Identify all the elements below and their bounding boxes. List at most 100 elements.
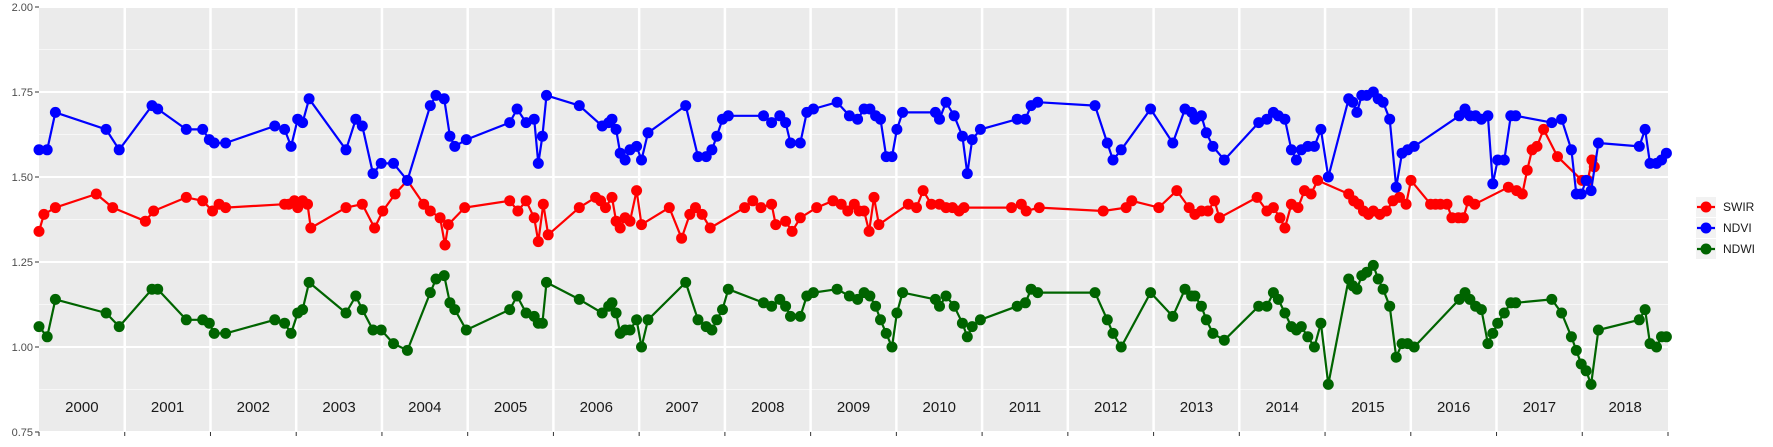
data-point-ndvi: [1101, 137, 1113, 149]
data-point-ndwi: [208, 327, 220, 339]
data-point-ndvi: [375, 157, 387, 169]
data-point-ndvi: [1315, 123, 1327, 135]
data-point-swir: [1202, 205, 1214, 217]
data-point-ndwi: [1546, 293, 1558, 305]
data-point-ndvi: [573, 100, 585, 112]
data-point-ndwi: [610, 307, 622, 319]
data-point-ndvi: [424, 100, 436, 112]
year-label: 2015: [1351, 399, 1384, 416]
data-point-swir: [811, 202, 823, 214]
data-point-ndwi: [1492, 317, 1504, 329]
data-point-ndwi: [706, 324, 718, 336]
data-point-ndwi: [940, 290, 952, 302]
data-point-swir: [439, 239, 451, 251]
data-point-ndwi: [831, 283, 843, 295]
data-point-ndvi: [197, 123, 209, 135]
data-point-swir: [842, 205, 854, 217]
data-point-swir: [1279, 222, 1291, 234]
data-point-ndwi: [1377, 283, 1389, 295]
data-point-swir: [442, 219, 454, 231]
data-point-ndwi: [573, 293, 585, 305]
data-point-ndwi: [279, 317, 291, 329]
data-point-ndvi: [766, 117, 778, 129]
data-point-ndvi: [1556, 113, 1568, 125]
y-tick-label: 1.25: [12, 257, 33, 269]
data-point-ndvi: [875, 113, 886, 125]
data-point-ndvi: [1510, 110, 1522, 122]
data-point-ndwi: [948, 300, 960, 312]
year-label: 2008: [751, 399, 784, 416]
data-point-ndwi: [1115, 341, 1127, 353]
data-point-swir: [49, 202, 61, 214]
data-point-ndvi: [758, 110, 769, 122]
data-point-ndwi: [961, 331, 973, 343]
data-point-ndwi: [785, 310, 796, 322]
data-point-swir: [542, 229, 554, 241]
data-point-ndwi: [1633, 314, 1645, 326]
data-point-swir: [1516, 188, 1528, 200]
data-point-ndvi: [940, 96, 952, 108]
year-label: 2007: [665, 399, 698, 416]
data-point-ndwi: [269, 314, 281, 326]
data-point-ndvi: [807, 103, 819, 115]
y-tick-label: 2.00: [12, 2, 33, 14]
data-point-swir: [1209, 195, 1220, 207]
data-point-swir: [418, 198, 430, 210]
data-point-swir: [1213, 212, 1225, 224]
data-point-ndvi: [1565, 144, 1577, 156]
data-point-ndvi: [610, 123, 622, 135]
data-point-ndvi: [303, 93, 315, 105]
year-label: 2012: [1094, 399, 1127, 416]
data-point-ndwi: [636, 341, 647, 353]
data-point-swir: [663, 202, 675, 214]
data-point-swir: [917, 185, 929, 197]
data-point-swir: [1521, 164, 1533, 176]
data-point-ndvi: [1290, 154, 1302, 166]
data-point-swir: [911, 202, 922, 214]
data-point-ndwi: [438, 270, 450, 282]
data-point-swir: [835, 198, 847, 210]
data-point-ndwi: [285, 327, 297, 339]
data-point-ndvi: [152, 103, 164, 115]
data-point-ndvi: [504, 117, 516, 129]
year-label: 2000: [65, 399, 98, 416]
data-point-swir: [90, 188, 102, 200]
data-point-ndwi: [624, 324, 636, 336]
data-point-ndvi: [948, 110, 960, 122]
year-label: 2002: [237, 399, 270, 416]
data-point-ndwi: [642, 314, 654, 326]
data-point-ndwi: [934, 300, 945, 312]
data-point-swir: [459, 202, 471, 214]
data-point-ndwi: [113, 321, 125, 333]
data-point-ndvi: [1107, 154, 1119, 166]
data-point-ndwi: [41, 331, 53, 343]
data-point-ndvi: [1347, 96, 1359, 108]
data-point-ndvi: [794, 137, 806, 149]
data-point-ndvi: [1585, 185, 1597, 197]
data-point-swir: [107, 202, 119, 214]
data-point-ndvi: [1592, 137, 1604, 149]
data-point-ndwi: [606, 297, 618, 309]
data-point-swir: [1380, 205, 1392, 217]
data-point-ndvi: [1308, 140, 1320, 152]
data-point-ndvi: [1546, 117, 1558, 129]
data-point-swir: [148, 205, 160, 217]
data-point-ndvi: [1487, 178, 1499, 190]
data-point-ndwi: [1101, 314, 1113, 326]
data-point-ndwi: [680, 276, 692, 288]
data-point-ndwi: [33, 321, 45, 333]
data-point-ndvi: [340, 144, 352, 156]
data-point-ndwi: [956, 317, 968, 329]
data-point-ndvi: [449, 140, 461, 152]
data-point-ndvi: [1145, 103, 1157, 115]
data-point-swir: [739, 202, 751, 214]
data-point-ndvi: [692, 151, 704, 163]
data-point-ndvi: [388, 157, 399, 169]
data-point-ndwi: [1556, 307, 1568, 319]
data-point-swir: [858, 205, 870, 217]
data-point-ndwi: [870, 300, 882, 312]
data-point-ndwi: [596, 307, 608, 319]
data-point-ndwi: [1390, 351, 1402, 363]
